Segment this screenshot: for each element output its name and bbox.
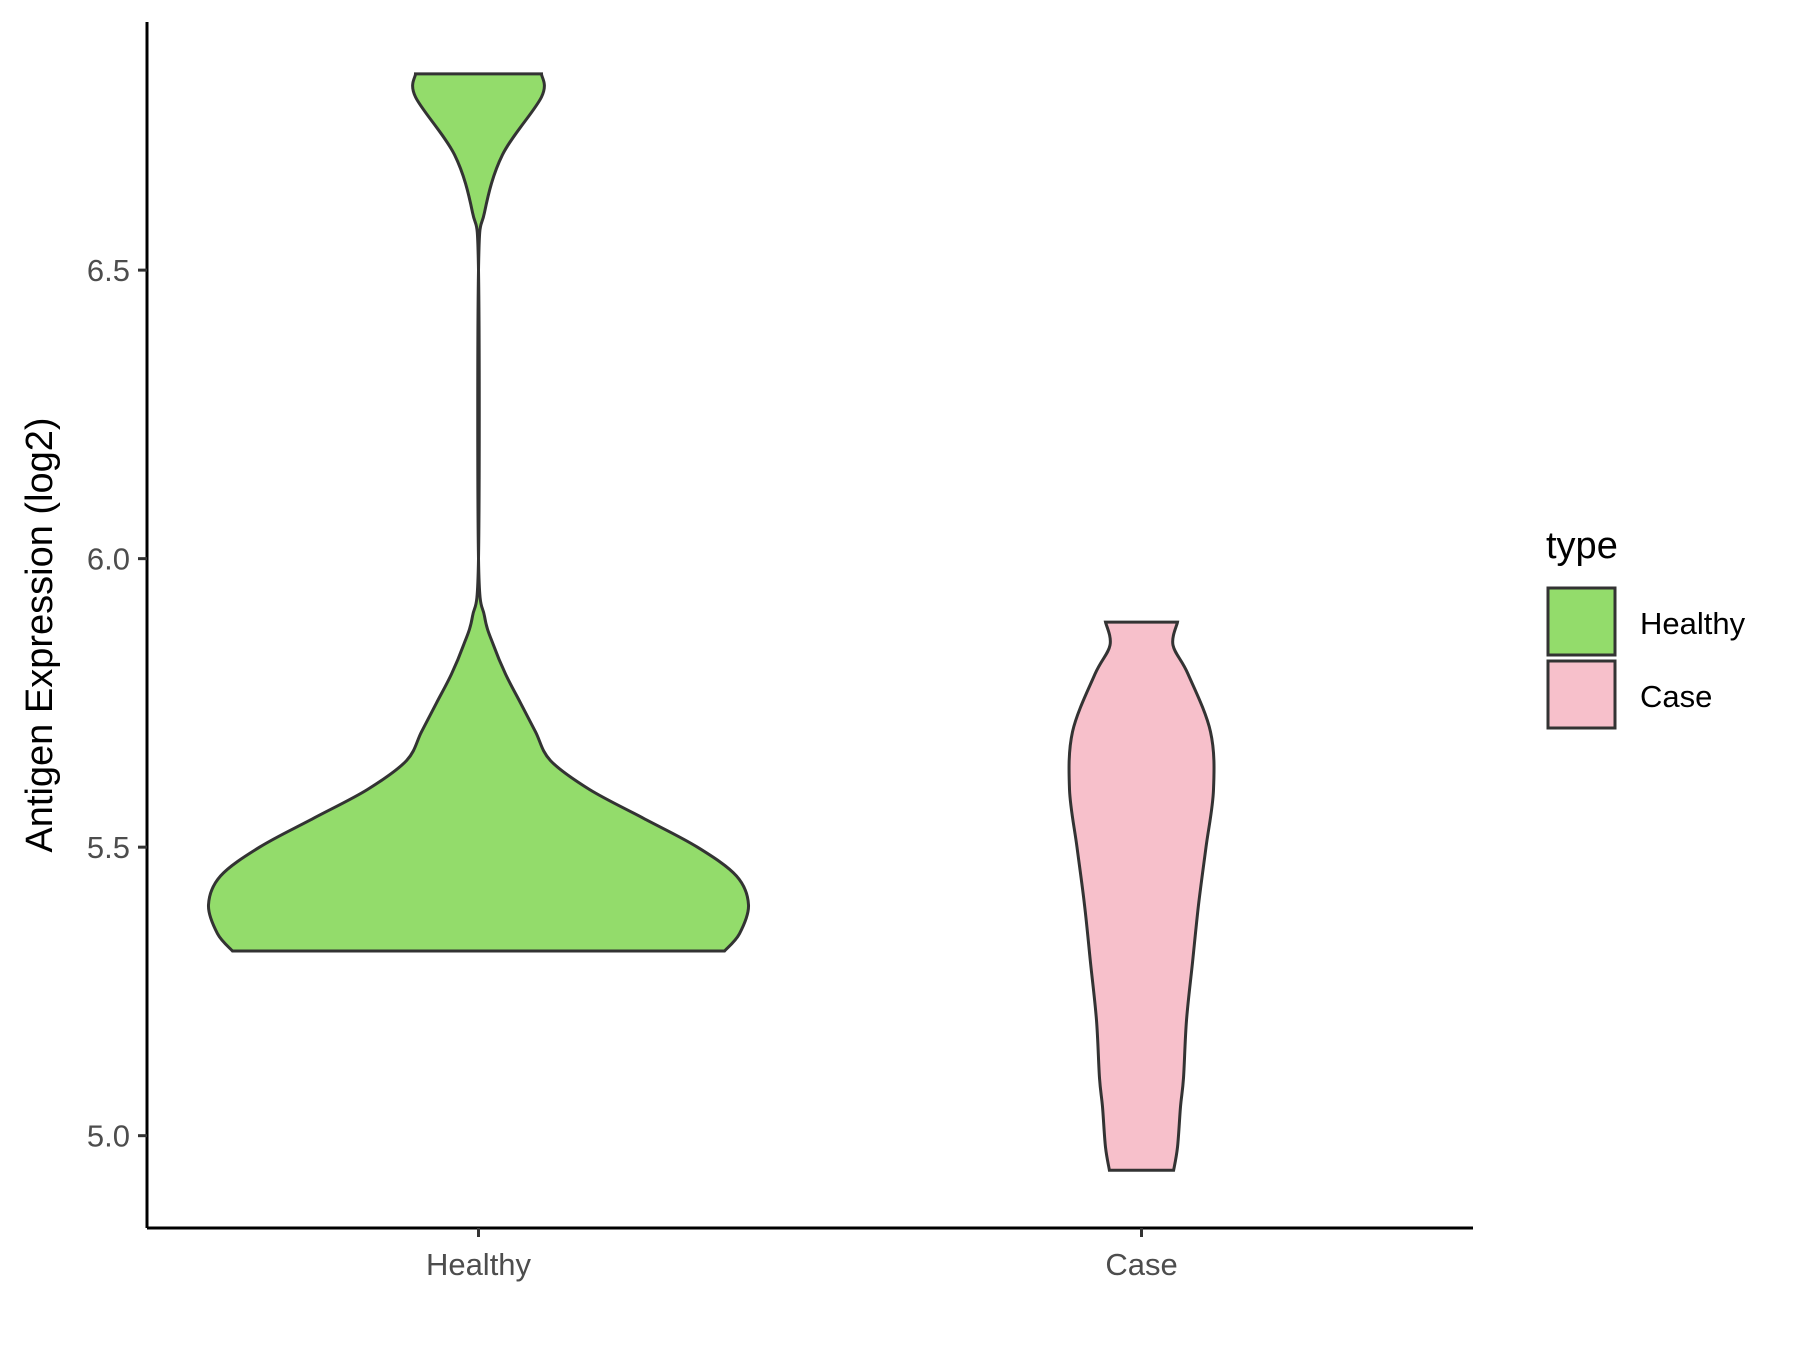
x-ticks: Healthy Case	[426, 1228, 1178, 1282]
legend: type Healthy Case	[1546, 525, 1746, 730]
x-tick-label: Case	[1105, 1247, 1177, 1282]
axes-layer: 5.0 5.5 6.0 6.5 Healthy Case Antigen Express…	[19, 22, 1473, 1282]
x-tick-label: Healthy	[426, 1247, 532, 1282]
legend-label-healthy: Healthy	[1640, 606, 1746, 641]
legend-label-case: Case	[1640, 679, 1712, 714]
violin-healthy	[206, 72, 751, 953]
violin-case	[1067, 620, 1216, 1172]
legend-swatch-healthy	[1546, 586, 1617, 657]
legend-title: type	[1546, 525, 1618, 567]
y-axis-title: Antigen Expression (log2)	[19, 417, 61, 852]
y-tick-label: 6.5	[87, 253, 130, 288]
legend-swatch-case	[1546, 659, 1617, 730]
y-tick-label: 6.0	[87, 542, 130, 577]
violins-layer	[206, 72, 1216, 1172]
y-tick-label: 5.0	[87, 1119, 130, 1154]
y-tick-label: 5.5	[87, 830, 130, 865]
y-ticks: 5.0 5.5 6.0 6.5	[87, 253, 147, 1154]
